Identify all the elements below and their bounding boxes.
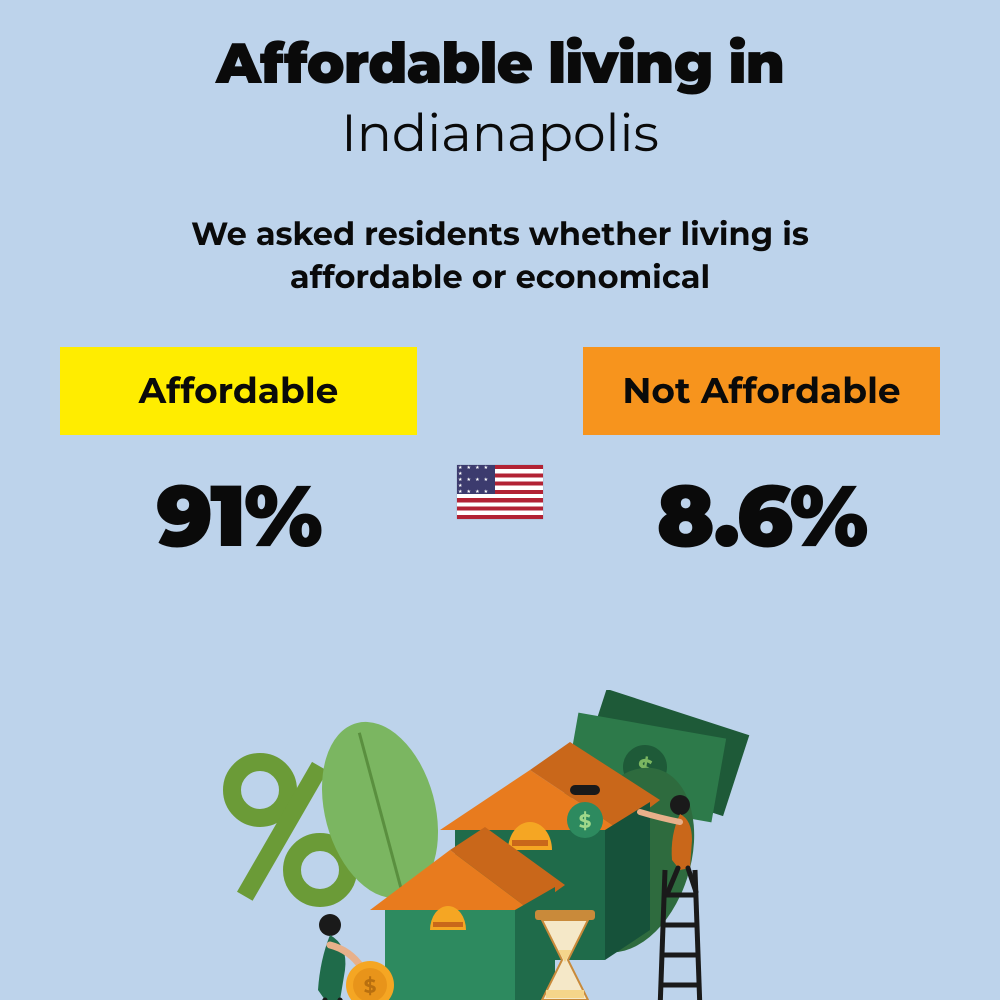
not-affordable-pct: 8.6% xyxy=(656,463,866,568)
affordable-label: Affordable xyxy=(139,369,339,413)
affordable-pct: 91% xyxy=(156,463,321,568)
not-affordable-label-box: Not Affordable xyxy=(583,347,940,435)
us-flag-icon: ★ ★ ★ ★ ★★ ★ ★ ★ ★★ ★ ★ ★ ★★ ★ ★ ★ ★★ ★ … xyxy=(457,465,543,519)
stat-affordable: Affordable 91% xyxy=(60,347,417,568)
stat-not-affordable: Not Affordable 8.6% xyxy=(583,347,940,568)
svg-text:$: $ xyxy=(579,810,592,834)
stats-row: Affordable 91% ★ ★ ★ ★ ★★ ★ ★ ★ ★★ ★ ★ ★… xyxy=(60,347,940,568)
savings-illustration-icon: $ $ $ xyxy=(190,690,810,1000)
title-city: Indianapolis xyxy=(341,102,659,165)
svg-text:$: $ xyxy=(364,975,377,999)
person-icon: $ xyxy=(318,914,394,1000)
title-line1: Affordable living in xyxy=(216,30,784,98)
subtitle: We asked residents whether living is aff… xyxy=(110,213,890,299)
affordable-label-box: Affordable xyxy=(60,347,417,435)
flag-wrap: ★ ★ ★ ★ ★★ ★ ★ ★ ★★ ★ ★ ★ ★★ ★ ★ ★ ★★ ★ … xyxy=(457,465,543,519)
not-affordable-label: Not Affordable xyxy=(622,369,900,413)
